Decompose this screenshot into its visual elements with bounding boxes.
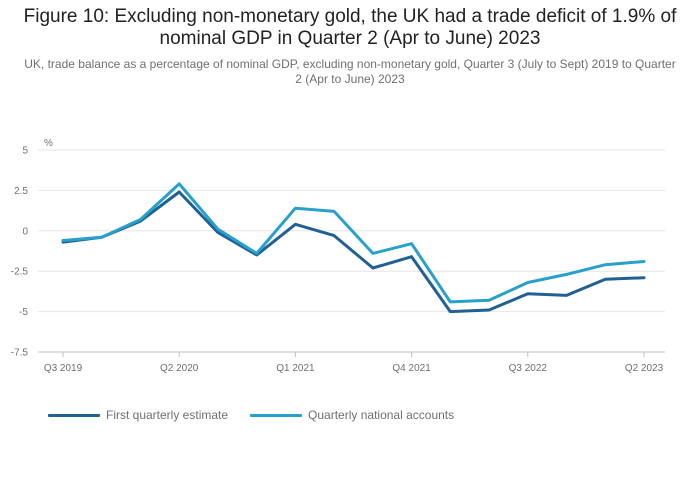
data-point[interactable]: [137, 216, 143, 222]
data-point[interactable]: [447, 309, 453, 315]
data-point[interactable]: [292, 221, 298, 227]
gridlines: [38, 149, 665, 353]
chart-title: Figure 10: Excluding non-monetary gold, …: [23, 6, 677, 49]
data-point[interactable]: [602, 262, 608, 268]
data-point[interactable]: [641, 275, 647, 281]
y-tick-label: 0: [22, 226, 28, 237]
series-lines: [60, 181, 647, 315]
series-line-quarterly-national-accounts[interactable]: [61, 182, 646, 304]
x-tick-label: Q3 2022: [509, 363, 548, 374]
legend-label: First quarterly estimate: [106, 408, 229, 422]
legend-swatch: [250, 413, 303, 417]
chart-subtitle: UK, trade balance as a percentage of nom…: [24, 57, 676, 86]
data-point[interactable]: [564, 271, 570, 277]
data-point[interactable]: [525, 291, 531, 297]
legend: First quarterly estimate Quarterly natio…: [48, 408, 476, 422]
y-axis: 5 2.5 0 -2.5 -5 -7.5%: [11, 138, 53, 359]
legend-item-national-accounts[interactable]: Quarterly national accounts: [250, 408, 454, 422]
x-tick-label: Q3 2019: [44, 363, 83, 374]
data-point[interactable]: [641, 259, 647, 265]
data-point[interactable]: [176, 189, 182, 195]
y-tick-label: 5: [22, 146, 28, 157]
data-point[interactable]: [331, 233, 337, 239]
y-tick-label: -5: [19, 307, 28, 318]
data-point[interactable]: [486, 297, 492, 303]
data-point[interactable]: [60, 237, 66, 243]
data-point[interactable]: [486, 307, 492, 313]
x-tick-label: Q1 2021: [276, 363, 315, 374]
data-point[interactable]: [254, 250, 260, 256]
data-point[interactable]: [564, 292, 570, 298]
data-point[interactable]: [602, 276, 608, 282]
y-tick-label: -7.5: [11, 348, 29, 359]
data-point[interactable]: [409, 254, 415, 260]
y-axis-unit-label: %: [44, 138, 53, 149]
data-point[interactable]: [447, 299, 453, 305]
x-axis: Q3 2019 Q2 2020 Q1 2021 Q4 2021 Q3 2022 Q2 20…: [44, 352, 664, 374]
legend-item-first-estimate[interactable]: First quarterly estimate: [48, 408, 228, 422]
x-tick-label: Q2 2020: [160, 363, 199, 374]
legend-swatch: [48, 413, 100, 417]
data-point[interactable]: [370, 250, 376, 256]
legend-label: Quarterly national accounts: [308, 408, 455, 422]
series-line-first-quarterly-estimate[interactable]: [61, 190, 646, 314]
data-point[interactable]: [99, 234, 105, 240]
data-point[interactable]: [525, 280, 531, 286]
x-tick-label: Q4 2021: [392, 363, 431, 374]
data-point[interactable]: [292, 205, 298, 211]
y-tick-label: -2.5: [11, 267, 29, 278]
data-point[interactable]: [215, 226, 221, 232]
data-point[interactable]: [370, 265, 376, 271]
data-point[interactable]: [409, 241, 415, 247]
data-point[interactable]: [176, 181, 182, 187]
data-point[interactable]: [331, 208, 337, 214]
x-tick-label: Q2 2023: [625, 363, 664, 374]
y-tick-label: 2.5: [14, 186, 28, 197]
